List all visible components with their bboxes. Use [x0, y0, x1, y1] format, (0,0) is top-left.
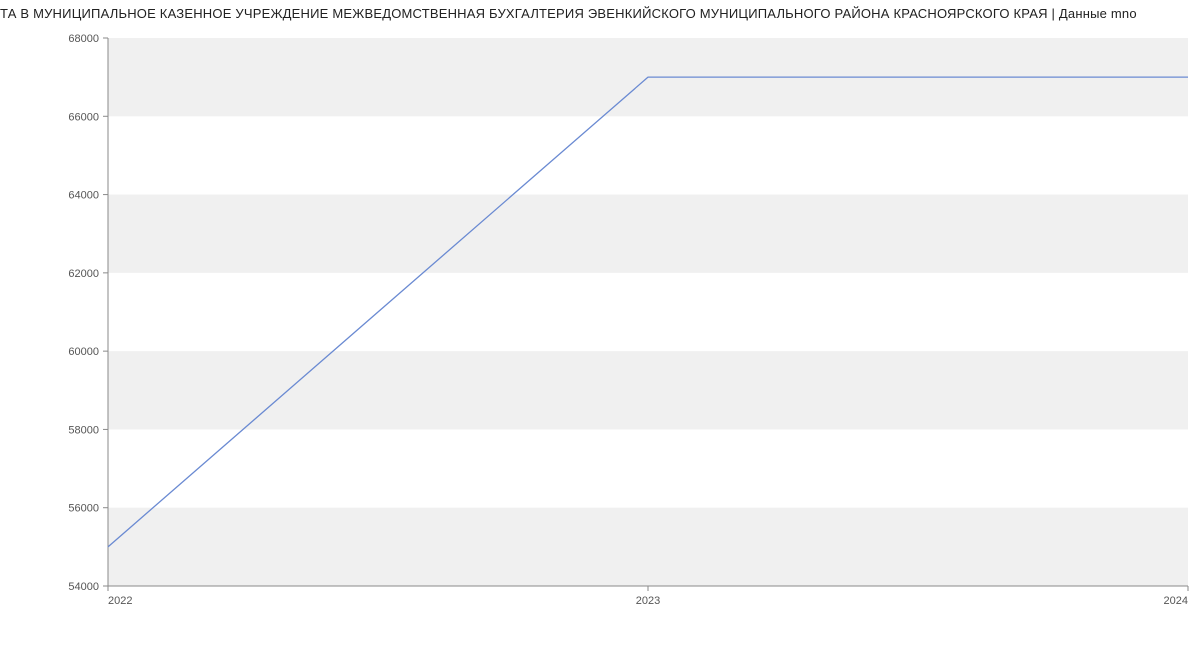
y-tick-label: 68000	[68, 33, 99, 45]
line-chart: 54000 56000 58000 60000 62000 64000 66000 68000…	[60, 30, 1190, 610]
chart-area: 54000 56000 58000 60000 62000 64000 66000 68000…	[60, 30, 1190, 610]
x-tick-label: 2023	[636, 595, 660, 607]
grid-band	[108, 195, 1188, 273]
y-tick-label: 58000	[68, 424, 99, 436]
y-tick-label: 66000	[68, 111, 99, 123]
x-tick-label: 2022	[108, 595, 132, 607]
grid-band	[108, 508, 1188, 586]
y-tick-label: 60000	[68, 346, 99, 358]
grid-band	[108, 351, 1188, 429]
x-tick-label: 2024	[1164, 595, 1188, 607]
chart-title: ТА В МУНИЦИПАЛЬНОЕ КАЗЕННОЕ УЧРЕЖДЕНИЕ М…	[0, 6, 1200, 21]
y-tick-label: 56000	[68, 503, 99, 515]
data-line	[108, 77, 1188, 547]
y-tick-label: 62000	[68, 268, 99, 280]
y-tick-label: 64000	[68, 190, 99, 202]
y-tick-label: 54000	[68, 581, 99, 593]
